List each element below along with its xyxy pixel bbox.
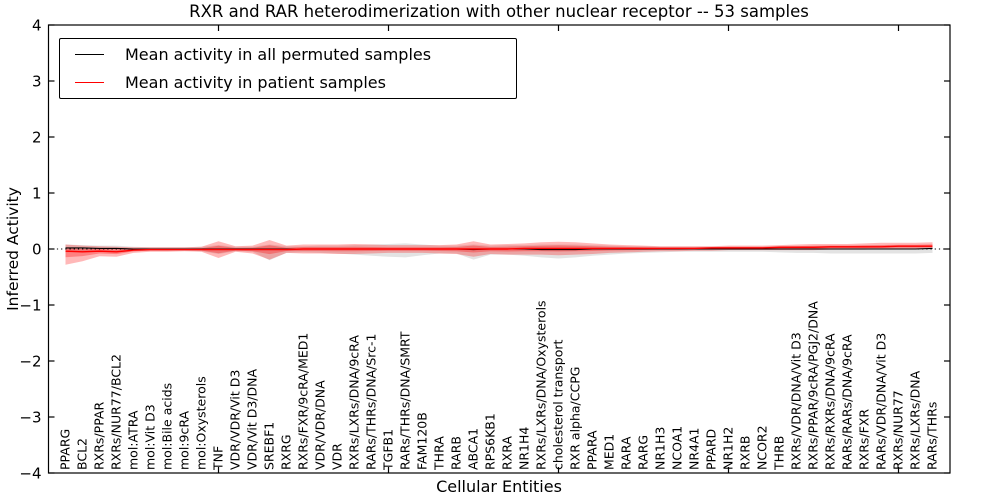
entity-label: THRB xyxy=(772,436,787,471)
legend: Mean activity in all permuted samples Me… xyxy=(59,38,517,99)
entity-label: RXRB xyxy=(738,435,753,470)
entity-label: PPARG xyxy=(58,429,73,470)
legend-line-sample-red xyxy=(75,82,104,84)
entity-label: NR1H4 xyxy=(517,427,532,470)
entity-label: RXRA xyxy=(500,436,515,470)
entity-label: RPS6KB1 xyxy=(483,413,498,470)
entity-label: THRA xyxy=(432,436,447,471)
entity-label: RXRs/LXRs/DNA/9cRA xyxy=(347,335,362,470)
y-tick-label: 1 xyxy=(32,185,42,203)
legend-entry-patient: Mean activity in patient samples xyxy=(60,70,516,96)
entity-label: VDR/VDR/Vit D3 xyxy=(228,370,243,470)
entity-label: RARs/RARs/DNA/9cRA xyxy=(840,334,855,470)
entity-label: TNF xyxy=(211,446,226,471)
entity-label: mol:ATRA xyxy=(126,410,141,470)
entity-label: RXRs/NUR77/BCL2 xyxy=(109,354,124,470)
entity-label: RARs/THRs/DNA/SMRT xyxy=(398,331,413,470)
entity-label: mol:Oxysterols xyxy=(194,376,209,470)
entity-label: VDR/VDR/DNA xyxy=(313,380,328,470)
entity-label: MED1 xyxy=(602,434,617,470)
chart-title: RXR and RAR heterodimerization with othe… xyxy=(189,2,809,21)
y-tick-label: 0 xyxy=(32,241,42,259)
entity-label: RARA xyxy=(619,436,634,470)
y-tick-label: −1 xyxy=(19,297,41,315)
entity-label: RARB xyxy=(449,436,464,470)
entity-label: RXRs/PPAR xyxy=(92,402,107,470)
y-tick-label: 3 xyxy=(32,73,42,91)
entity-label: BCL2 xyxy=(75,438,90,470)
entity-label: FAM120B xyxy=(415,412,430,470)
legend-label: Mean activity in all permuted samples xyxy=(125,44,432,64)
patient-mean-line xyxy=(65,245,933,253)
entity-label: RXRG xyxy=(279,434,294,470)
entity-label: RXRs/LXRs/DNA xyxy=(908,370,923,470)
entity-label: mol:9cRA xyxy=(177,410,192,470)
entity-label: TGFB1 xyxy=(381,429,396,471)
entity-label: ABCA1 xyxy=(466,428,481,470)
entity-label: mol:Vit D3 xyxy=(143,404,158,470)
x-axis-label: Cellular Entities xyxy=(436,477,562,496)
y-tick-label: −2 xyxy=(19,353,41,371)
entity-label: PPARA xyxy=(585,430,600,470)
legend-label: Mean activity in patient samples xyxy=(125,73,386,93)
y-axis-label: Inferred Activity xyxy=(4,187,22,311)
y-tick-label: −4 xyxy=(19,465,41,483)
entity-label: RXRs/LXRs/DNA/Oxysterols xyxy=(534,300,549,470)
entity-label: RXRs/FXR xyxy=(857,409,872,470)
entity-label: RARG xyxy=(636,435,651,470)
patient-std-band xyxy=(65,240,933,265)
entity-label: SREBF1 xyxy=(262,422,277,470)
entity-label: NR1H3 xyxy=(653,427,668,470)
entity-label: NR1H2 xyxy=(721,427,736,470)
legend-line-sample-black xyxy=(75,53,104,55)
entity-label: VDR xyxy=(330,443,345,470)
entity-label: RXRs/FXR/9cRA/MED1 xyxy=(296,333,311,470)
entity-label: cholesterol transport xyxy=(551,339,566,470)
entity-label: RARs/THRs/DNA/Src-1 xyxy=(364,334,379,470)
entity-label: VDR/Vit D3/DNA xyxy=(245,369,260,470)
y-tick-label: 4 xyxy=(32,17,42,35)
entity-label: RARs/VDR/DNA/Vit D3 xyxy=(874,333,889,470)
y-tick-label: 2 xyxy=(32,129,42,147)
entity-label: RXRs/VDR/DNA/Vit D3 xyxy=(789,332,804,470)
entity-label: RXRs/NUR77 xyxy=(891,390,906,470)
entity-label: RXR alpha/CCPG xyxy=(568,367,583,470)
entity-label: mol:Bile acids xyxy=(160,383,175,470)
entity-label: RXRs/PPAR/9cRA/PGJ2/DNA xyxy=(806,301,821,470)
entity-label: RARs/THRs xyxy=(925,402,940,470)
entity-label: NCOR2 xyxy=(755,425,770,470)
y-tick-label: −3 xyxy=(19,409,41,427)
entity-label: NR4A1 xyxy=(687,428,702,471)
entity-label: RXRs/RXRs/DNA/9cRA xyxy=(823,333,838,470)
entity-label: PPARD xyxy=(704,429,719,470)
entity-label: NCOA1 xyxy=(670,426,685,470)
legend-entry-permuted: Mean activity in all permuted samples xyxy=(60,41,516,67)
